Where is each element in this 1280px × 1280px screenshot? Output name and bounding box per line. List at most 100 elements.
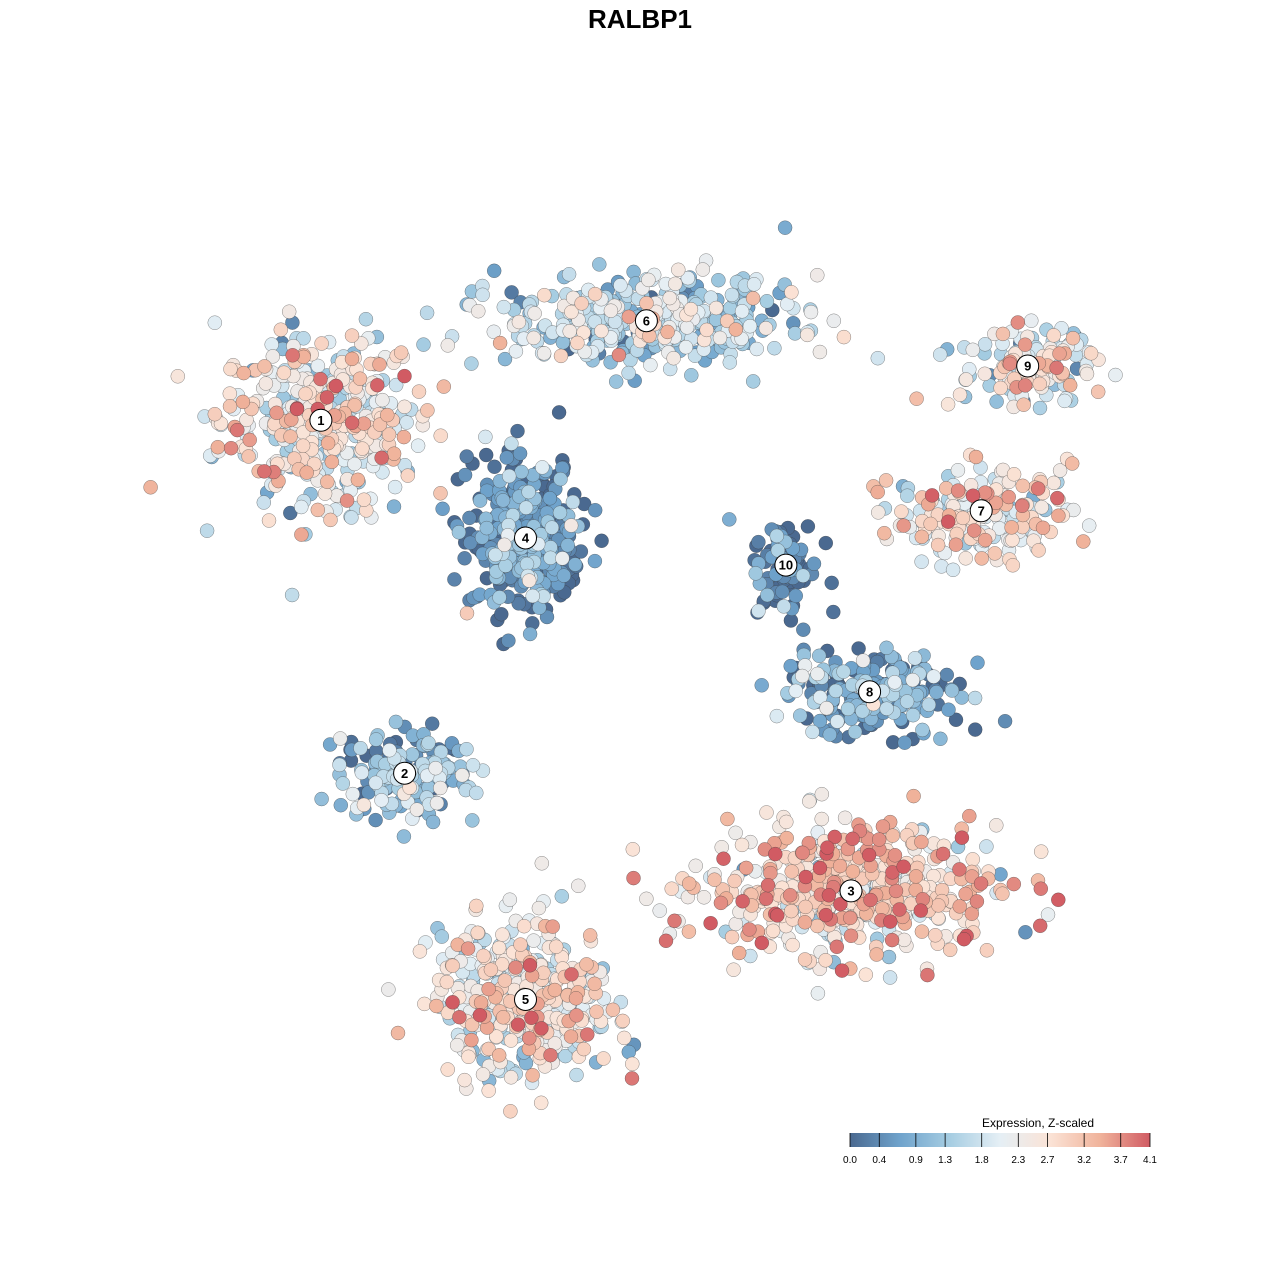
cell-point (537, 287, 552, 303)
cell-point (1033, 844, 1049, 859)
cluster-label-text: 7 (978, 503, 985, 518)
cell-point (897, 735, 912, 750)
cell-point (964, 906, 980, 921)
cell-point (428, 760, 443, 776)
cell-point (930, 537, 946, 553)
cluster-labels: 1 2 3 4 5 6 7 8 9 10 (309, 309, 1040, 1011)
cell-point (525, 588, 540, 604)
cell-point (241, 449, 256, 464)
cell-point (473, 995, 489, 1010)
cluster-label-badge (309, 408, 333, 432)
cell-point (499, 450, 515, 465)
cell-point (481, 1041, 496, 1057)
cell-point (429, 998, 444, 1014)
cell-point (355, 441, 370, 456)
cell-point (1081, 518, 1097, 533)
cell-point (299, 465, 314, 480)
cell-point (993, 867, 1008, 882)
cell-point (928, 928, 943, 943)
cell-point (564, 967, 579, 982)
cell-point (931, 898, 946, 913)
cell-point (417, 996, 432, 1012)
cell-point (662, 290, 677, 306)
cell-point (419, 305, 435, 321)
cell-point (547, 982, 563, 998)
cell-point (435, 501, 450, 517)
cell-point (508, 960, 523, 975)
cell-point (979, 839, 994, 854)
cell-point (703, 915, 718, 931)
cell-point (625, 1056, 640, 1072)
cell-point (979, 943, 995, 958)
cell-point (587, 286, 603, 302)
cell-point (344, 415, 360, 431)
cell-point (707, 872, 722, 887)
cell-point (510, 423, 525, 439)
cell-point (347, 456, 362, 472)
cell-point (875, 819, 891, 834)
cell-point (314, 791, 329, 807)
cell-point (836, 329, 852, 345)
cell-point (570, 335, 585, 351)
cell-point (940, 397, 956, 412)
cluster-label-text: 4 (522, 530, 530, 545)
cell-point (777, 220, 793, 235)
cell-point (905, 707, 921, 723)
cell-point (521, 573, 537, 588)
points-layer (143, 220, 1123, 1119)
cell-point (492, 590, 507, 605)
cell-point (562, 324, 577, 339)
cell-point (639, 891, 654, 907)
cell-point (667, 913, 682, 929)
cell-point (489, 1029, 504, 1044)
cell-point (433, 486, 448, 501)
cell-point (396, 829, 412, 844)
cell-point (433, 428, 448, 443)
cell-point (242, 432, 257, 448)
cell-point (1018, 925, 1033, 940)
cell-point (716, 851, 731, 866)
cell-point (969, 894, 985, 909)
cell-point (977, 366, 993, 382)
cell-point (968, 449, 984, 465)
cell-point (660, 324, 675, 340)
cell-point (887, 848, 903, 863)
cell-point (350, 472, 366, 488)
cell-point (261, 513, 277, 528)
cell-point (386, 446, 402, 461)
cell-point (1065, 330, 1081, 346)
cell-point (923, 516, 938, 532)
cell-point (459, 741, 474, 757)
cell-point (728, 825, 743, 841)
cell-point (997, 713, 1013, 729)
cell-point (457, 1072, 472, 1088)
cell-point (257, 359, 272, 374)
cell-point (545, 919, 560, 934)
cluster-label-text: 10 (779, 558, 793, 573)
cell-point (892, 902, 907, 917)
cell-point (812, 713, 828, 729)
cell-point (1046, 328, 1061, 343)
cell-point (769, 528, 785, 544)
cell-point (938, 481, 954, 496)
cell-point (358, 311, 374, 327)
cell-point (579, 957, 594, 972)
cell-point (720, 811, 735, 827)
cell-point (564, 304, 579, 320)
cell-point (605, 1002, 621, 1018)
cell-point (563, 518, 579, 533)
cell-point (207, 406, 223, 422)
cell-point (258, 376, 274, 391)
cell-point (787, 326, 803, 341)
cell-point (914, 529, 930, 545)
cell-point (424, 716, 440, 731)
cell-point (977, 532, 993, 548)
cell-point (481, 1083, 496, 1098)
cell-point (826, 313, 842, 329)
cell-point (812, 344, 828, 360)
cluster-label-5: 5 (514, 988, 537, 1011)
cell-point (472, 1007, 488, 1023)
cell-point (958, 551, 973, 566)
cell-point (681, 876, 697, 891)
legend-tick-label: 2.7 (1041, 1155, 1055, 1166)
